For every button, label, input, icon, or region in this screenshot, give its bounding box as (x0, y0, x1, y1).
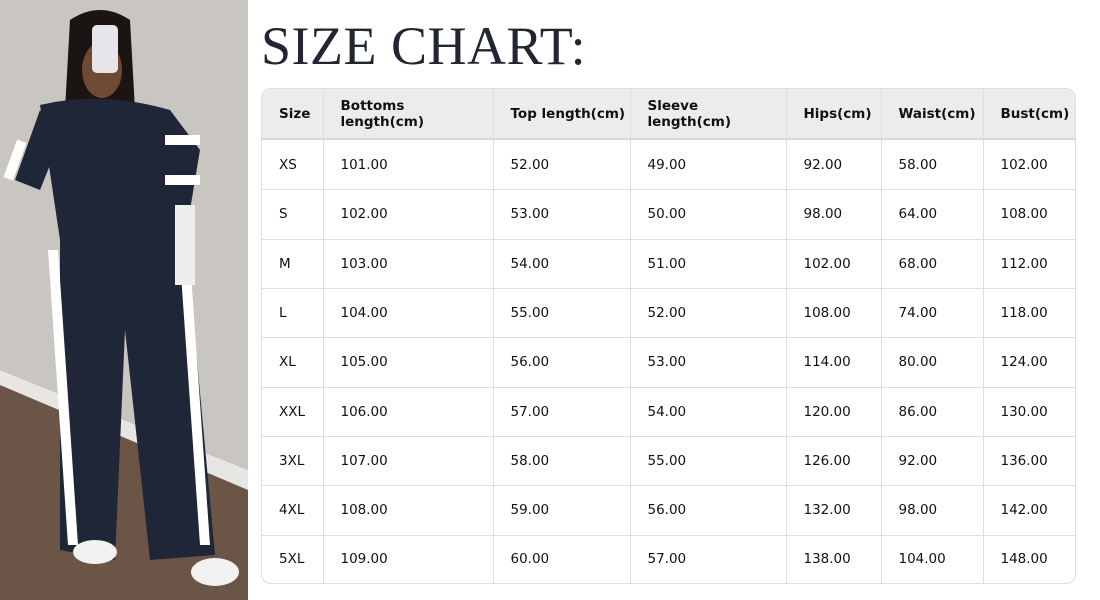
table-cell: 126.00 (786, 436, 882, 487)
table-cell: 103.00 (323, 239, 494, 289)
table-cell: 108.00 (983, 189, 1075, 240)
table-cell: 3XL (262, 436, 324, 487)
table-cell: 118.00 (983, 288, 1075, 339)
page-title: SIZE CHART: (261, 16, 587, 76)
table-cell: 142.00 (983, 485, 1075, 536)
table-cell: 130.00 (983, 387, 1075, 437)
table-cell: 102.00 (323, 189, 494, 240)
table-cell: 51.00 (630, 239, 787, 289)
table-cell: XL (262, 337, 324, 388)
product-photo (0, 0, 248, 600)
table-cell: 148.00 (1000, 551, 1048, 568)
table-cell: 101.00 (323, 139, 494, 191)
table-cell: 4XL (262, 485, 324, 536)
table-cell: 105.00 (323, 337, 494, 388)
table-cell: 80.00 (881, 337, 984, 388)
table-cell: 106.00 (323, 387, 494, 437)
table-cell: 112.00 (983, 239, 1075, 289)
table-cell: 53.00 (630, 337, 787, 388)
table-row: 3XL 107.00 58.00 55.00 126.00 92.00 136.00 (262, 436, 1075, 487)
table-row: 4XL 108.00 59.00 56.00 132.00 98.00 142.00 (262, 485, 1075, 536)
table-cell: 124.00 (983, 337, 1075, 388)
table-cell: 98.00 (881, 485, 984, 536)
table-row: XL 105.00 56.00 53.00 114.00 80.00 124.00 (262, 337, 1075, 388)
column-header: Top length(cm) (493, 89, 631, 140)
table-cell: 102.00 (786, 239, 882, 289)
table-cell: 55.00 (493, 288, 631, 339)
table-cell: 52.00 (493, 139, 631, 191)
table-cell: 120.00 (786, 387, 882, 437)
table-cell: 68.00 (881, 239, 984, 289)
table-cell: 92.00 (881, 436, 984, 487)
table-cell: 53.00 (493, 189, 631, 240)
table-cell: 74.00 (881, 288, 984, 339)
table-cell: 50.00 (630, 189, 787, 240)
table-cell: 54.00 (630, 387, 787, 437)
table-row: 5XL 109.00 60.00 57.00 138.00 104.00 148.00 (262, 535, 1075, 583)
table-cell: 57.00 (630, 535, 787, 583)
table-cell: 5XL (262, 535, 324, 583)
table-cell: 57.00 (493, 387, 631, 437)
table-cell: 52.00 (630, 288, 787, 339)
table-row: M 103.00 54.00 51.00 102.00 68.00 112.00 (262, 239, 1075, 289)
table-cell: 136.00 (983, 436, 1075, 487)
column-header: Bottoms length(cm) (323, 89, 494, 140)
table-cell: S (262, 189, 324, 240)
table-cell: 60.00 (493, 535, 631, 583)
table-cell: 98.00 (786, 189, 882, 240)
table-cell: 56.00 (630, 485, 787, 536)
table-cell: XS (262, 139, 324, 191)
table-cell: 138.00 (786, 535, 882, 583)
table-cell: 102.00 (983, 139, 1075, 191)
column-header: Hips(cm) (786, 89, 882, 140)
table-cell: 109.00 (323, 535, 494, 583)
table-cell: 56.00 (493, 337, 631, 388)
table-row: XS 101.00 52.00 49.00 92.00 58.00 102.00 (262, 139, 1075, 191)
table-cell: 58.00 (881, 139, 984, 191)
size-chart-table: Size Bottoms length(cm) Top length(cm) Slee… (261, 88, 1076, 584)
column-header: Size (262, 89, 324, 140)
table-cell: 132.00 (786, 485, 882, 536)
table-row: XXL 106.00 57.00 54.00 120.00 86.00 130.00 (262, 387, 1075, 437)
table-cell: 108.00 (323, 485, 494, 536)
table-cell: 92.00 (786, 139, 882, 191)
table-cell: 49.00 (630, 139, 787, 191)
table-cell: 108.00 (786, 288, 882, 339)
table-header-row: Size Bottoms length(cm) Top length(cm) Slee… (262, 89, 1075, 140)
table-cell: 86.00 (881, 387, 984, 437)
table-cell: 55.00 (630, 436, 787, 487)
table-cell: 58.00 (493, 436, 631, 487)
table-cell: 59.00 (493, 485, 631, 536)
table-cell: 104.00 (323, 288, 494, 339)
table-row: S 102.00 53.00 50.00 98.00 64.00 108.00 (262, 189, 1075, 240)
table-cell: 107.00 (323, 436, 494, 487)
table-row: L 104.00 55.00 52.00 108.00 74.00 118.00 (262, 288, 1075, 339)
column-header: Bust(cm) (983, 89, 1075, 140)
column-header: Sleeve length(cm) (630, 89, 787, 140)
table-cell: 54.00 (493, 239, 631, 289)
table-cell: 114.00 (786, 337, 882, 388)
table-cell: L (262, 288, 324, 339)
table-cell: M (262, 239, 324, 289)
column-header: Waist(cm) (881, 89, 984, 140)
table-cell: 64.00 (881, 189, 984, 240)
table-cell: 104.00 (881, 535, 984, 583)
table-cell: XXL (262, 387, 324, 437)
